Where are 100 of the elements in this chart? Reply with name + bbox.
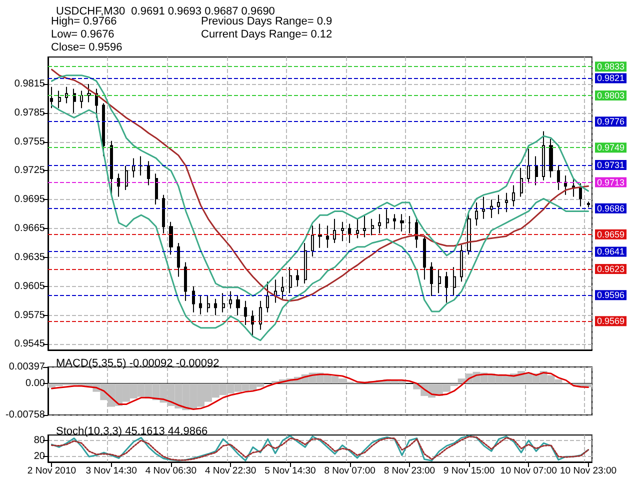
- ref-line-label: 0.9569: [597, 316, 625, 326]
- x-tick-label: 8 Nov 07:00: [324, 466, 376, 476]
- candlestick: [386, 208, 389, 230]
- candlestick: [497, 194, 500, 215]
- candlestick: [341, 221, 344, 242]
- x-tick-label: 10 Nov 23:00: [560, 466, 617, 476]
- candlestick: [520, 167, 523, 198]
- y-tick-label: 0.00397: [8, 362, 46, 372]
- candlestick: [147, 160, 150, 186]
- candlestick: [125, 165, 128, 191]
- text: Previous Days Range= 0.9: [201, 16, 332, 28]
- text: Current Days Range= 0.12: [201, 28, 332, 40]
- candlestick: [467, 214, 471, 256]
- candlestick: [363, 216, 366, 238]
- candlestick: [222, 292, 225, 313]
- ref-line-label: 0.9833: [597, 62, 625, 72]
- x-tick-label: 10 Nov 07:00: [500, 466, 557, 476]
- candlestick: [65, 86, 68, 104]
- candlestick: [371, 218, 374, 236]
- candlestick: [438, 270, 441, 294]
- candlestick: [102, 102, 105, 157]
- candlestick: [214, 298, 217, 316]
- candlestick: [289, 266, 292, 294]
- candlestick: [117, 173, 120, 198]
- candlestick: [475, 202, 478, 226]
- candlestick: [266, 281, 269, 313]
- candlestick: [408, 216, 411, 234]
- candlestick: [259, 300, 262, 330]
- candlestick: [177, 242, 180, 278]
- ref-line-label: 0.9659: [597, 229, 625, 240]
- candlestick: [482, 196, 485, 220]
- candlestick: [512, 184, 515, 207]
- candlestick: [326, 225, 329, 248]
- y-tick-label: 0.9635: [14, 252, 46, 263]
- x-tick-label: 8 Nov 23:00: [384, 466, 436, 476]
- candlestick: [311, 225, 314, 258]
- candlestick: [490, 199, 493, 218]
- candlestick: [557, 165, 560, 191]
- candlestick: [378, 214, 381, 234]
- candlestick: [251, 310, 254, 338]
- candlestick: [140, 156, 143, 176]
- candlestick: [304, 242, 307, 284]
- candlestick: [318, 223, 322, 248]
- candlestick: [423, 234, 426, 280]
- y-tick-label: 80: [34, 434, 46, 446]
- candlestick: [542, 130, 545, 181]
- candlestick: [236, 294, 240, 316]
- candlestick: [415, 218, 418, 248]
- line-series: [50, 372, 590, 410]
- ref-line-label: 0.9731: [597, 160, 625, 170]
- ref-line-label: 0.9821: [597, 73, 625, 84]
- text: Low= 0.9676: [51, 28, 114, 40]
- candlestick: [80, 90, 83, 109]
- candlestick: [430, 262, 433, 297]
- ref-line-label: 0.9803: [597, 90, 625, 101]
- candlestick: [132, 158, 135, 178]
- candlestick: [356, 218, 359, 239]
- y-tick-label: 0.9575: [14, 310, 46, 321]
- candlestick: [572, 178, 575, 198]
- candlestick: [87, 83, 91, 103]
- candlestick: [207, 294, 210, 313]
- y-tick-label: 0.9725: [14, 165, 46, 176]
- candlestick: [587, 201, 590, 208]
- candlestick: [110, 140, 113, 196]
- y-tick-label: 0.9545: [14, 338, 46, 350]
- candlestick: [549, 138, 553, 178]
- candlestick: [192, 286, 195, 313]
- chart-title: USDCHF,M30 0.9691 0.9693 0.9687 0.9690: [56, 6, 275, 18]
- candlestick: [58, 90, 61, 109]
- candlestick: [535, 156, 538, 186]
- candlestick: [155, 173, 158, 205]
- candlestick: [445, 271, 448, 304]
- y-tick-label: -0.00758: [6, 410, 46, 420]
- candlestick: [348, 223, 351, 244]
- candlestick: [400, 214, 404, 232]
- chart-title: MACD(5,35,5) -0.00092 -0.00092: [56, 358, 220, 370]
- y-tick-label: 20: [34, 451, 46, 462]
- x-tick-label: 4 Nov 22:30: [204, 466, 256, 476]
- y-tick-label: 0.00: [26, 378, 46, 389]
- ref-line-label: 0.9596: [597, 290, 625, 300]
- candlestick: [564, 175, 567, 196]
- x-tick-label: 4 Nov 06:30: [145, 466, 197, 476]
- candlestick: [73, 88, 76, 114]
- ref-line-label: 0.9686: [597, 203, 625, 214]
- x-tick-label: 2 Nov 2010: [27, 466, 76, 476]
- ref-line-label: 0.9749: [597, 142, 625, 153]
- candlestick: [579, 182, 582, 207]
- candlestick: [162, 194, 165, 234]
- candlestick: [505, 192, 508, 213]
- candlestick: [296, 270, 299, 287]
- x-tick-label: 3 Nov 14:30: [86, 466, 137, 476]
- y-tick-label: 0.9755: [14, 136, 46, 148]
- x-tick-label: 5 Nov 14:30: [264, 466, 316, 476]
- text: High= 0.9766: [51, 16, 117, 28]
- ref-line-label: 0.9776: [597, 116, 625, 127]
- candlestick: [169, 221, 173, 256]
- y-tick-label: 0.9695: [14, 194, 46, 206]
- candlestick: [274, 279, 277, 304]
- candlestick: [453, 266, 456, 297]
- candlestick: [229, 290, 232, 310]
